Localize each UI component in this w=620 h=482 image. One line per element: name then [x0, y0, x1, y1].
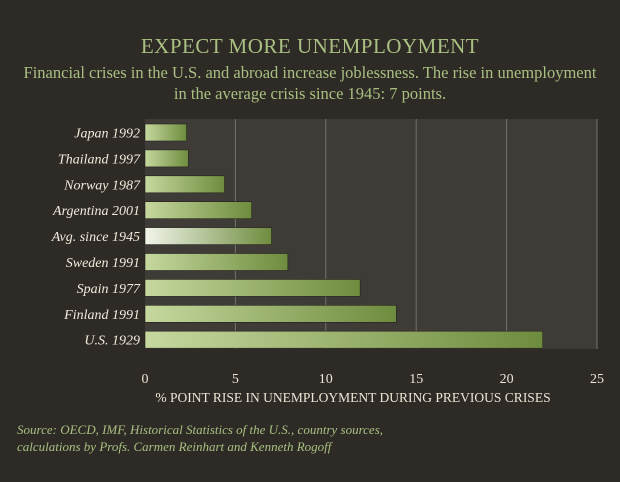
category-labels: Japan 1992 Thailand 1997 Norway 1987 Argent…	[51, 127, 141, 349]
source-note: Source: OECD, IMF, Historical Statistics…	[17, 421, 577, 455]
source-line-2: calculations by Profs. Carmen Reinhart a…	[17, 439, 332, 454]
x-tick-label: 20	[500, 372, 514, 387]
x-tick-labels: 0 5 10 15 20 25	[142, 372, 605, 387]
bar	[144, 175, 225, 194]
category-label: Sweden 1991	[66, 256, 140, 271]
bar	[144, 253, 289, 271]
x-tick-label: 5	[232, 372, 239, 387]
category-label: Norway 1987	[63, 178, 141, 193]
category-label: Japan 1992	[74, 127, 140, 142]
bar	[144, 304, 397, 323]
bar	[144, 149, 189, 168]
category-label: Avg. since 1945	[51, 230, 140, 245]
chart-subtitle: Financial crises in the U.S. and abroad …	[23, 63, 597, 103]
category-label: Spain 1977	[77, 282, 141, 297]
category-label: Finland 1991	[63, 308, 140, 323]
bar	[144, 123, 187, 142]
bar	[144, 330, 544, 349]
category-label: Thailand 1997	[58, 152, 141, 167]
category-label: Argentina 2001	[52, 204, 140, 219]
x-tick-label: 0	[142, 372, 149, 387]
source-line-1: Source: OECD, IMF, Historical Statistics…	[17, 422, 384, 437]
x-tick-label: 25	[590, 372, 604, 387]
x-axis-label: % POINT RISE IN UNEMPLOYMENT DURING PREV…	[155, 390, 550, 405]
chart-title: EXPECT MORE UNEMPLOYMENT	[140, 34, 480, 58]
bars	[144, 123, 544, 349]
x-tick-label: 10	[319, 372, 333, 387]
category-label: U.S. 1929	[84, 334, 140, 349]
bar	[144, 279, 361, 297]
x-tick-label: 15	[409, 372, 423, 387]
bar	[144, 201, 252, 219]
bar	[144, 227, 272, 245]
